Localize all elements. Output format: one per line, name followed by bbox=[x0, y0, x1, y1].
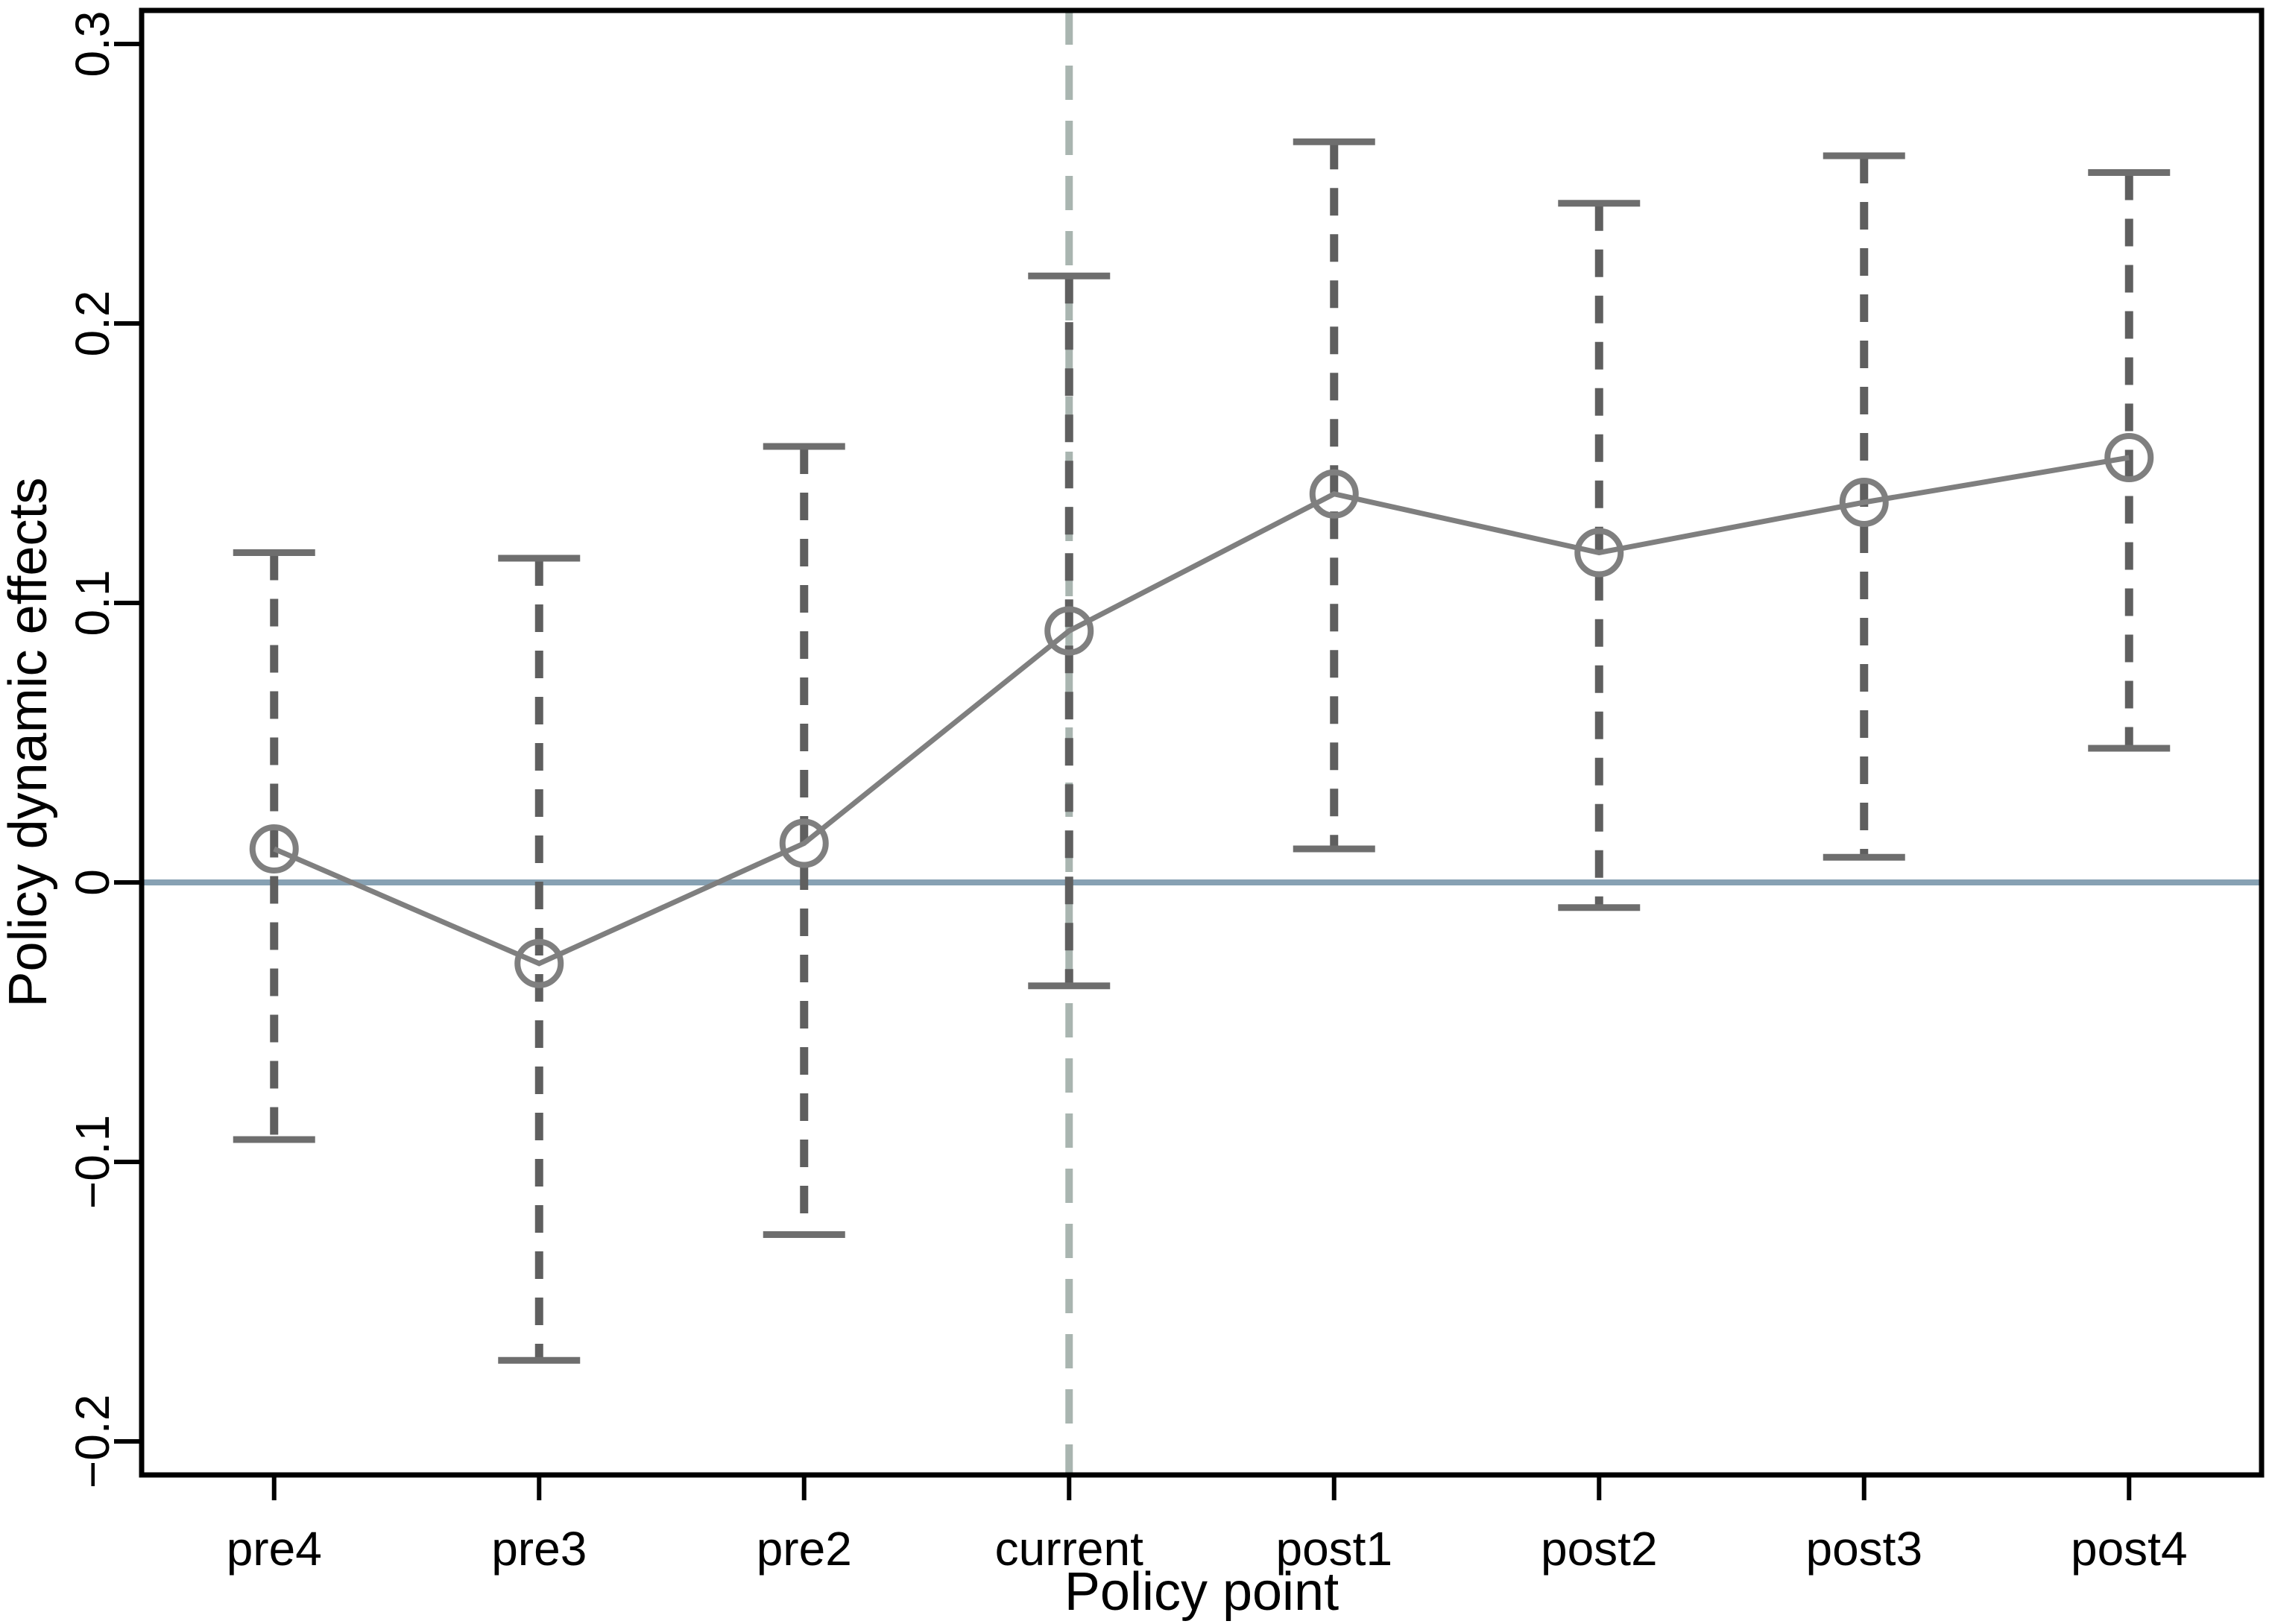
error-bar-pre3 bbox=[498, 555, 581, 1364]
error-bar-pre4 bbox=[233, 549, 315, 1143]
error-bar-current bbox=[1028, 272, 1111, 990]
x-axis: pre4 pre3 pre2 current post1 post2 post3 post4 bbox=[227, 1475, 2188, 1576]
error-bar-post2 bbox=[1558, 200, 1641, 911]
x-tick-label-pre3: pre3 bbox=[491, 1522, 587, 1576]
x-tick-label-post1: post1 bbox=[1275, 1522, 1392, 1576]
marker-pre3 bbox=[514, 938, 564, 988]
y-tick-label: −0.2 bbox=[66, 1394, 119, 1488]
error-bar-post3 bbox=[1823, 152, 1905, 861]
x-tick-label-current: current bbox=[995, 1522, 1143, 1576]
y-tick-label: 0.2 bbox=[66, 291, 119, 357]
y-tick-label: 0.3 bbox=[66, 11, 119, 78]
x-tick-label-post4: post4 bbox=[2071, 1522, 2188, 1576]
y-axis: 0.3 0.2 0.1 0 −0.1 −0.2 bbox=[66, 11, 142, 1488]
x-axis-title: Policy point bbox=[1064, 1562, 1339, 1622]
y-tick-label: −0.1 bbox=[66, 1115, 119, 1209]
marker-post1 bbox=[1309, 469, 1359, 519]
x-tick-label-post2: post2 bbox=[1541, 1522, 1658, 1576]
plot-box bbox=[139, 7, 2265, 1478]
error-bar-post1 bbox=[1293, 138, 1375, 853]
marker-post4 bbox=[2104, 433, 2154, 482]
x-tick-label-pre2: pre2 bbox=[757, 1522, 852, 1576]
y-tick-label: 0.1 bbox=[66, 570, 119, 636]
marker-pre2 bbox=[779, 818, 829, 868]
marker-current bbox=[1044, 606, 1094, 656]
y-axis-title: Policy dynamic effects bbox=[0, 478, 58, 1008]
y-tick-label: 0 bbox=[66, 869, 119, 896]
marker-post3 bbox=[1839, 478, 1889, 527]
error-bar-post4 bbox=[2088, 169, 2171, 752]
marker-post2 bbox=[1574, 528, 1624, 578]
x-tick-label-post3: post3 bbox=[1805, 1522, 1922, 1576]
x-tick-label-pre4: pre4 bbox=[227, 1522, 322, 1576]
series-line bbox=[273, 455, 2130, 967]
marker-pre4 bbox=[249, 824, 299, 873]
